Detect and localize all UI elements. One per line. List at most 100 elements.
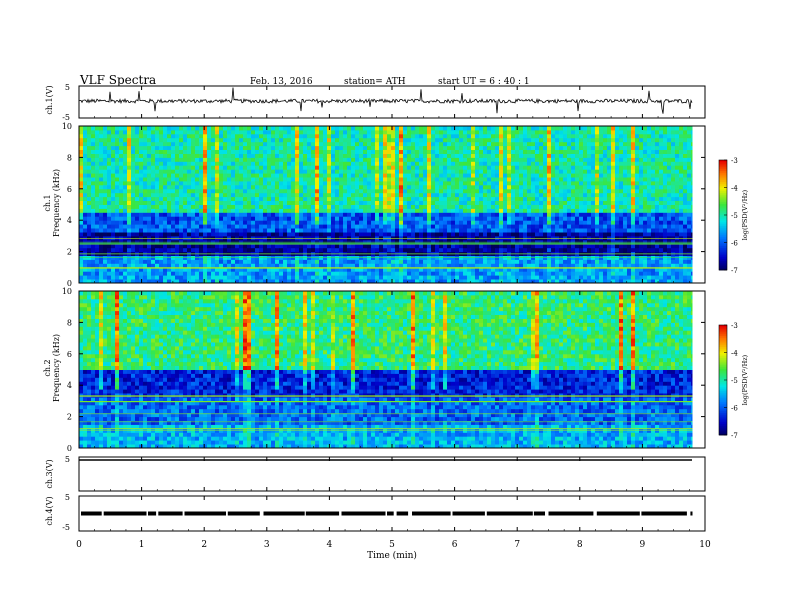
spec-cell bbox=[115, 200, 119, 205]
spec-cell bbox=[171, 208, 175, 213]
spec-cell bbox=[187, 165, 191, 170]
spec-cell bbox=[87, 220, 91, 225]
spec-cell bbox=[475, 235, 479, 241]
spec-cell bbox=[171, 157, 175, 162]
spec-cell bbox=[487, 224, 491, 229]
spec-cell bbox=[299, 228, 303, 233]
spec-cell bbox=[139, 279, 143, 284]
spec-cell bbox=[311, 208, 315, 213]
spec-cell bbox=[139, 259, 143, 264]
spec-cell bbox=[487, 137, 491, 143]
spec-cell bbox=[351, 192, 355, 198]
spec-cell bbox=[315, 184, 319, 190]
spec-cell bbox=[339, 145, 343, 150]
spec-cell bbox=[355, 169, 359, 174]
spec-cell bbox=[347, 263, 351, 268]
spec-cell bbox=[459, 169, 463, 174]
spec-cell bbox=[303, 235, 307, 241]
spec-cell bbox=[371, 208, 375, 213]
spec-cell bbox=[395, 267, 399, 272]
spec-cell bbox=[523, 224, 527, 229]
spec-cell bbox=[331, 180, 335, 186]
spec-cell bbox=[291, 212, 295, 217]
spec-cell bbox=[403, 153, 407, 158]
spec-cell bbox=[127, 212, 131, 217]
spec-cell bbox=[143, 232, 147, 237]
spec-cell bbox=[359, 180, 363, 186]
spec-cell bbox=[439, 173, 443, 178]
spec-cell bbox=[259, 259, 263, 264]
spec-cell bbox=[559, 204, 563, 209]
spec-cell bbox=[275, 157, 279, 162]
spec-cell bbox=[91, 126, 95, 131]
spec-cell bbox=[227, 177, 231, 182]
spec-cell bbox=[331, 232, 335, 237]
spec-cell bbox=[479, 149, 483, 154]
spec-cell bbox=[491, 220, 495, 225]
spec-cell bbox=[139, 224, 143, 229]
spec-cell bbox=[291, 141, 295, 147]
spec-cell bbox=[491, 279, 495, 284]
spec-cell bbox=[155, 212, 159, 217]
spec-cell bbox=[523, 141, 527, 147]
spec-cell bbox=[195, 271, 199, 276]
spec-cell bbox=[259, 145, 263, 150]
spec-cell bbox=[555, 133, 559, 139]
spec-cell bbox=[207, 263, 211, 268]
spec-cell bbox=[179, 228, 183, 233]
spec-cell bbox=[315, 149, 319, 154]
spec-cell bbox=[267, 188, 271, 194]
spec-cell bbox=[131, 177, 135, 182]
spec-cell bbox=[251, 157, 255, 162]
spec-cell bbox=[403, 126, 407, 131]
spec-cell bbox=[447, 220, 451, 225]
spec-cell bbox=[439, 200, 443, 205]
spec-cell bbox=[275, 232, 279, 237]
spec-cell bbox=[495, 212, 499, 217]
spec-cell bbox=[395, 141, 399, 147]
spec-cell bbox=[231, 220, 235, 225]
spec-cell bbox=[491, 137, 495, 143]
spec-cell bbox=[131, 220, 135, 225]
spec-cell bbox=[155, 275, 159, 280]
spec-cell bbox=[395, 259, 399, 264]
spec-cell bbox=[107, 145, 111, 150]
spec-cell bbox=[119, 153, 123, 158]
spec-cell bbox=[351, 126, 355, 131]
spec-cell bbox=[327, 216, 331, 221]
spec-cell bbox=[339, 263, 343, 268]
spec-cell bbox=[387, 188, 391, 194]
spec-cell bbox=[403, 161, 407, 166]
spec-cell bbox=[335, 184, 339, 190]
spec-cell bbox=[539, 133, 543, 139]
spec-cell bbox=[379, 200, 383, 205]
spec-cell bbox=[267, 145, 271, 150]
spec-cell bbox=[311, 188, 315, 194]
spec-cell bbox=[219, 259, 223, 264]
spec-cell bbox=[459, 126, 463, 131]
spec-cell bbox=[203, 200, 207, 205]
spec-cell bbox=[407, 192, 411, 198]
spec-cell bbox=[459, 177, 463, 182]
spec-cell bbox=[543, 141, 547, 147]
spec-cell bbox=[275, 137, 279, 143]
spec-cell bbox=[567, 165, 571, 170]
spec-cell bbox=[231, 279, 235, 284]
spec-cell bbox=[531, 177, 535, 182]
spec-cell bbox=[239, 157, 243, 162]
spec-cell bbox=[571, 267, 575, 272]
spec-cell bbox=[199, 188, 203, 194]
spec-cell bbox=[303, 126, 307, 131]
spec-cell bbox=[571, 204, 575, 209]
spec-cell bbox=[423, 149, 427, 154]
spec-cell bbox=[495, 133, 499, 139]
spec-cell bbox=[523, 184, 527, 190]
spec-cell bbox=[403, 180, 407, 186]
spec-cell bbox=[339, 208, 343, 213]
spec-cell bbox=[135, 271, 139, 276]
spec-cell bbox=[383, 232, 387, 237]
spec-cell bbox=[511, 267, 515, 272]
spec-cell bbox=[511, 220, 515, 225]
spec-cell bbox=[563, 177, 567, 182]
spec-cell bbox=[391, 267, 395, 272]
